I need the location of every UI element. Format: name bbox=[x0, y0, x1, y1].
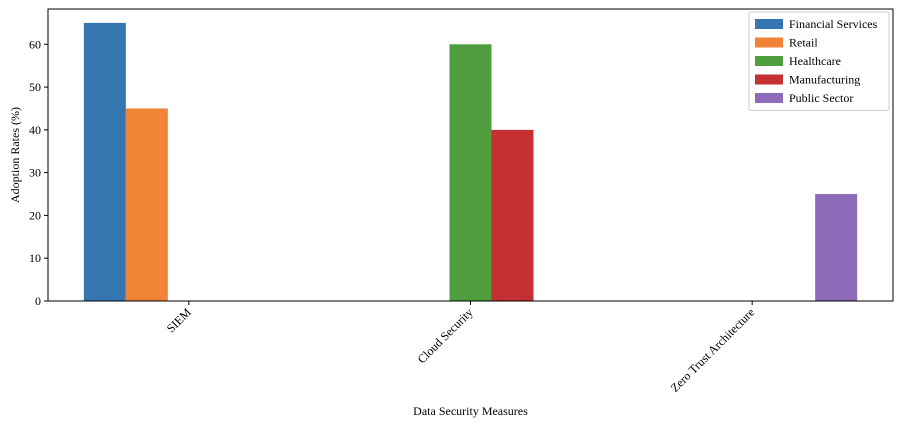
legend-swatch bbox=[755, 56, 783, 66]
legend-label: Retail bbox=[789, 36, 818, 50]
x-axis-label: Data Security Measures bbox=[413, 404, 528, 418]
legend-swatch bbox=[755, 37, 783, 48]
bar-manufacturing-cloud-security bbox=[491, 129, 534, 301]
bars-group bbox=[83, 22, 858, 302]
bar-financial-services-siem bbox=[83, 22, 126, 302]
y-axis: 0 10 20 30 40 50 60 bbox=[29, 37, 48, 308]
legend-swatch bbox=[755, 93, 783, 103]
x-axis: SIEM Cloud Security Zero Trust Architectur… bbox=[164, 301, 758, 395]
y-tick-label: 20 bbox=[29, 208, 41, 222]
x-tick-label: Cloud Security bbox=[415, 305, 476, 366]
y-tick-label: 40 bbox=[29, 123, 41, 137]
y-axis-label: Adoption Rates (%) bbox=[8, 107, 22, 203]
x-tick-label: SIEM bbox=[164, 305, 194, 335]
legend-label: Public Sector bbox=[789, 91, 853, 105]
legend-box bbox=[748, 11, 890, 111]
legend-swatch bbox=[755, 74, 783, 85]
y-tick-label: 50 bbox=[29, 80, 41, 94]
y-tick-label: 60 bbox=[29, 37, 41, 51]
legend-label: Financial Services bbox=[789, 17, 878, 31]
legend-swatch bbox=[755, 19, 783, 29]
bar-healthcare-cloud-security bbox=[449, 44, 492, 302]
y-tick-label: 30 bbox=[29, 166, 41, 180]
bar-retail-siem bbox=[125, 108, 168, 301]
y-tick-label: 10 bbox=[29, 251, 41, 265]
y-tick-label: 0 bbox=[35, 294, 41, 308]
legend-label: Manufacturing bbox=[789, 73, 860, 87]
x-tick-label: Zero Trust Architecture bbox=[668, 305, 758, 395]
bar-public-sector-zero-trust-architecture bbox=[815, 194, 858, 301]
legend: Financial Services Retail Healthcare Manufa… bbox=[748, 11, 890, 111]
legend-label: Healthcare bbox=[789, 54, 841, 68]
